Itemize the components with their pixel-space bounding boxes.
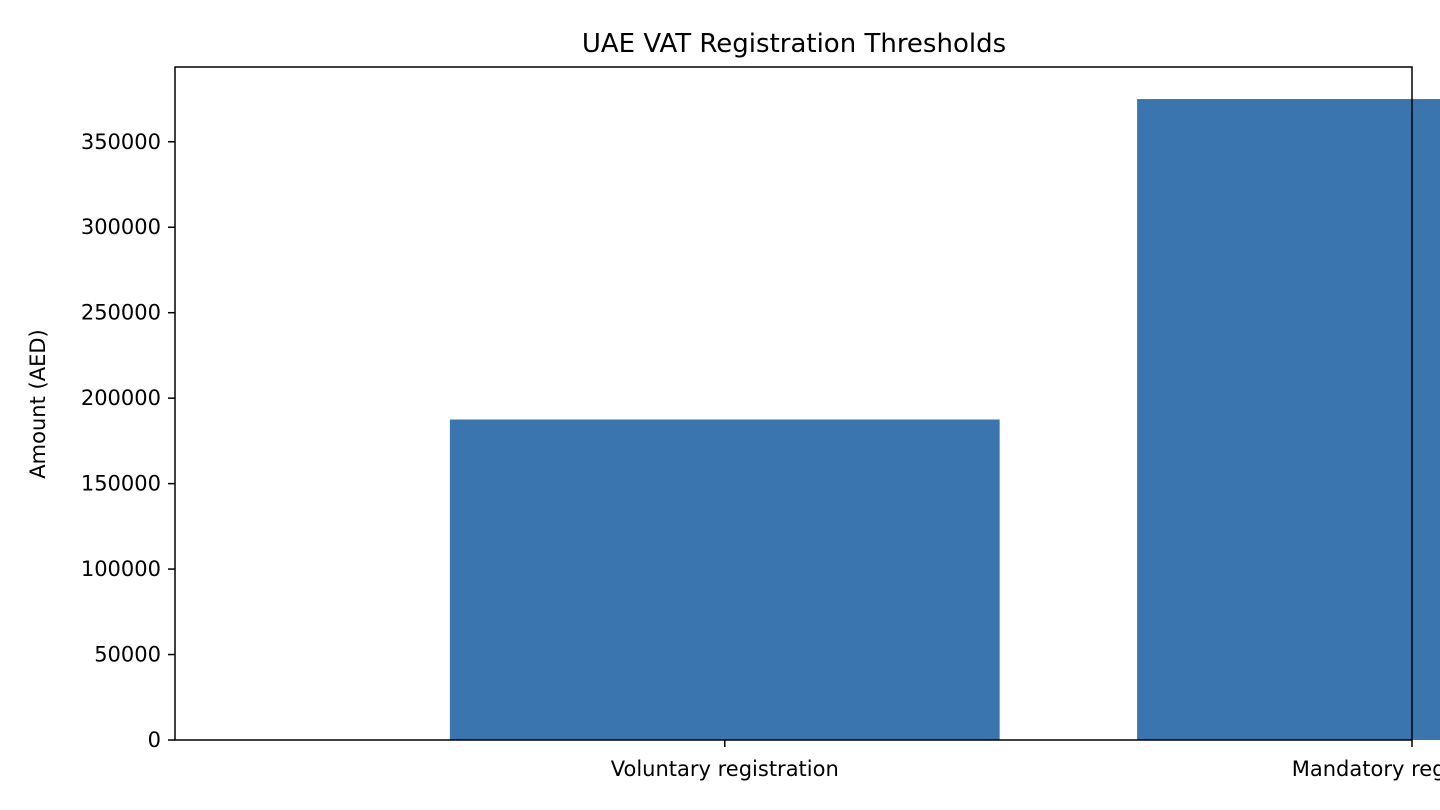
y-axis-ticks: 0 50000 100000 150000 200000 250000 300000 3500… [81,130,175,752]
bar-mandatory-registration [1137,99,1440,741]
x-tick-label: Voluntary registration [611,757,839,781]
y-tick-label: 100000 [81,557,161,581]
y-axis-label: Amount (AED) [26,329,50,478]
y-tick-label: 0 [148,728,161,752]
y-tick-label: 150000 [81,472,161,496]
y-tick-label: 250000 [81,301,161,325]
x-tick-label: Mandatory registration [1292,757,1440,781]
y-tick-label: 50000 [94,643,161,667]
plot-area-frame [174,66,1413,741]
y-tick-label: 200000 [81,386,161,410]
bars-group [449,99,1440,741]
chart-title: UAE VAT Registration Thresholds [582,29,1006,59]
y-tick-label: 300000 [81,215,161,239]
x-axis-ticks: Voluntary registration Mandatory registra… [611,740,1440,781]
bar-voluntary-registration [449,419,1000,740]
y-tick-label: 350000 [81,130,161,154]
